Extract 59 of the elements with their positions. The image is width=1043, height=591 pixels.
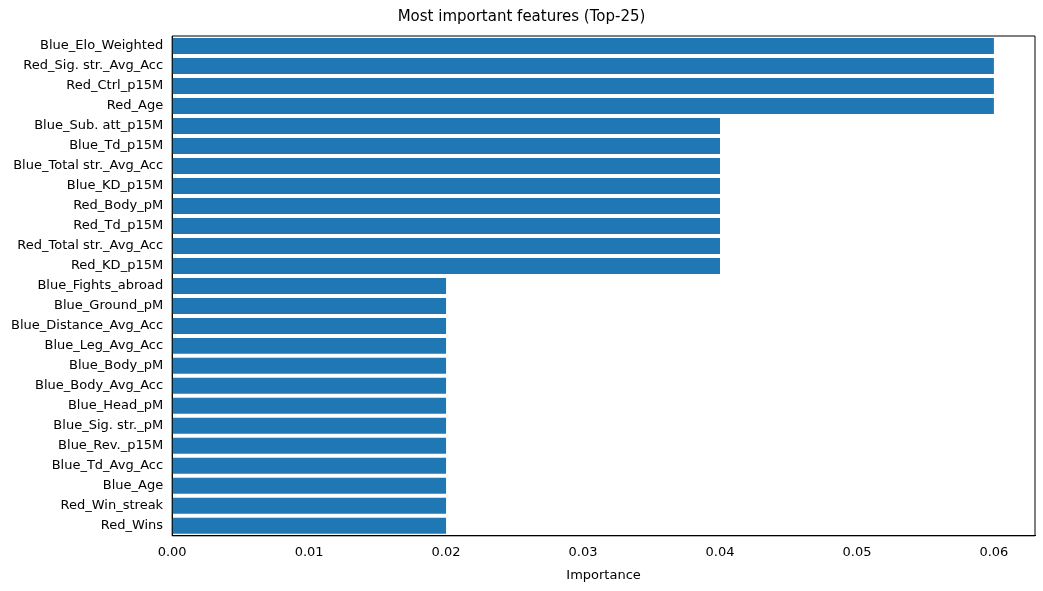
- y-tick-label: Blue_KD_p15M: [66, 177, 164, 193]
- bar: [172, 437, 447, 454]
- y-tick-label: Red_Age: [106, 97, 164, 113]
- bar: [172, 117, 720, 134]
- y-tick-label: Red_Ctrl_p15M: [66, 77, 164, 93]
- y-tick-label: Blue_Body_pM: [69, 357, 164, 373]
- y-tick-label: Blue_Head_pM: [67, 397, 164, 413]
- x-tick-label: 0.06: [979, 543, 1009, 559]
- x-axis-title: Importance: [566, 566, 641, 582]
- y-tick-label: Blue_Elo_Weighted: [40, 37, 164, 53]
- bar: [172, 57, 994, 74]
- bar: [172, 497, 447, 514]
- y-tick-label: Blue_Sig. str._pM: [53, 417, 164, 433]
- y-tick-label: Blue_Distance_Avg_Acc: [10, 317, 164, 333]
- bar: [172, 297, 447, 314]
- bar: [172, 377, 447, 394]
- bar: [172, 337, 447, 354]
- x-tick-label: 0.00: [157, 543, 187, 559]
- y-tick-label: Blue_Sub. att_p15M: [34, 117, 164, 133]
- x-tick-label: 0.04: [705, 543, 735, 559]
- x-tick-label: 0.02: [431, 543, 461, 559]
- y-tick-label: Red_Total str._Avg_Acc: [17, 237, 164, 253]
- x-tick-label: 0.03: [568, 543, 598, 559]
- y-tick-label: Blue_Fights_abroad: [37, 277, 164, 293]
- bar: [172, 38, 994, 54]
- bar: [172, 237, 720, 254]
- bar: [172, 257, 720, 274]
- y-tick-label: Red_Sig. str._Avg_Acc: [23, 57, 164, 73]
- bar: [172, 137, 720, 154]
- bar: [172, 97, 994, 114]
- bar: [172, 477, 447, 494]
- y-tick-label: Blue_Rev._p15M: [58, 437, 164, 453]
- y-tick-label: Blue_Td_p15M: [69, 137, 164, 153]
- y-tick-label: Red_KD_p15M: [70, 257, 164, 273]
- bar: [172, 357, 447, 374]
- y-tick-label: Blue_Ground_pM: [54, 297, 164, 313]
- chart-title: Most important features (Top-25): [397, 6, 646, 25]
- bar: [172, 197, 720, 214]
- x-tick-label: 0.05: [842, 543, 872, 559]
- y-tick-label: Blue_Td_Avg_Acc: [51, 457, 164, 473]
- bar: [172, 277, 447, 294]
- bar: [172, 317, 447, 334]
- bar: [172, 397, 447, 414]
- bar: [172, 177, 720, 194]
- bar: [172, 457, 447, 474]
- y-tick-label: Blue_Age: [102, 477, 164, 493]
- y-tick-label: Blue_Total str._Avg_Acc: [13, 157, 164, 173]
- y-tick-label: Red_Wins: [100, 517, 164, 533]
- y-tick-label: Blue_Leg_Avg_Acc: [44, 337, 164, 353]
- bar: [172, 77, 994, 94]
- bar: [172, 217, 720, 234]
- bar: [172, 417, 447, 434]
- y-tick-label: Red_Win_streak: [60, 497, 164, 513]
- y-tick-label: Blue_Body_Avg_Acc: [35, 377, 164, 393]
- x-tick-label: 0.01: [294, 543, 324, 559]
- bar: [172, 517, 447, 534]
- y-tick-label: Red_Td_p15M: [73, 217, 164, 233]
- bar: [172, 157, 720, 174]
- y-tick-label: Red_Body_pM: [73, 197, 164, 213]
